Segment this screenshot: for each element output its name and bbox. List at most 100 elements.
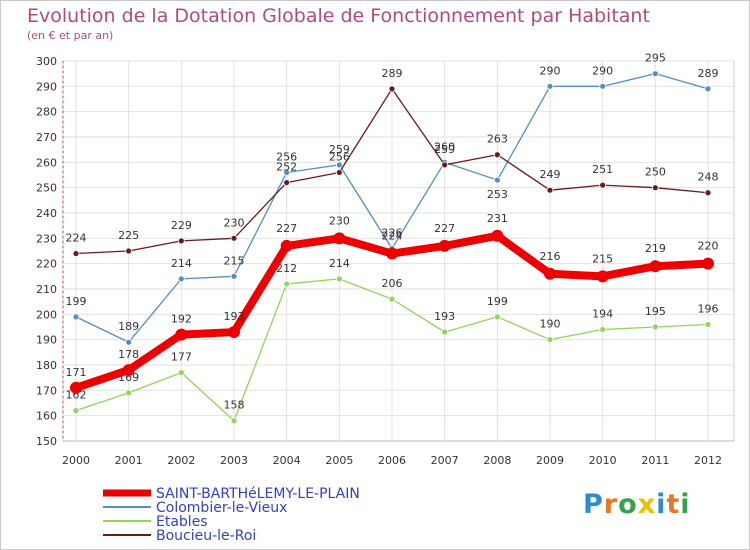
logo-letter: x — [637, 489, 657, 520]
data-label: 248 — [698, 171, 719, 184]
logo-letter: P — [583, 489, 604, 520]
x-tick-label: 2012 — [694, 454, 722, 467]
x-tick-label: 2007 — [431, 454, 459, 467]
y-tick-label: 240 — [36, 207, 57, 220]
data-label: 224 — [382, 230, 403, 243]
data-label: 230 — [224, 216, 245, 229]
data-label: 289 — [382, 67, 403, 80]
data-label: 263 — [487, 133, 508, 146]
data-label: 227 — [276, 222, 297, 235]
y-tick-label: 230 — [36, 232, 57, 245]
data-label: 290 — [540, 64, 561, 77]
data-label: 252 — [276, 161, 297, 174]
data-label: 214 — [171, 257, 192, 270]
data-label: 219 — [645, 242, 666, 255]
data-label: 231 — [487, 212, 508, 225]
logo-letter: t — [666, 489, 681, 520]
y-tick-label: 160 — [36, 410, 57, 423]
data-point — [230, 417, 238, 425]
data-point — [493, 176, 501, 184]
x-tick-label: 2009 — [536, 454, 564, 467]
data-point — [651, 323, 659, 331]
data-label: 215 — [592, 252, 613, 265]
logo-letter: i — [680, 489, 691, 520]
data-label: 256 — [329, 150, 350, 163]
data-label: 214 — [329, 257, 350, 270]
data-label: 190 — [540, 318, 561, 331]
data-point — [177, 237, 185, 245]
data-point — [333, 232, 346, 245]
logo-letter: i — [656, 489, 667, 520]
data-point — [599, 181, 607, 189]
y-tick-label: 190 — [36, 334, 57, 347]
data-point — [72, 407, 80, 415]
data-point — [177, 275, 185, 283]
data-point — [228, 326, 240, 339]
data-point — [283, 179, 291, 187]
data-point — [599, 326, 607, 333]
data-label: 196 — [698, 302, 719, 315]
data-label: 171 — [66, 366, 87, 379]
x-tick-label: 2011 — [641, 454, 669, 467]
chart-subtitle: (en € et par an) — [27, 29, 114, 42]
data-label: 250 — [645, 166, 666, 179]
legend-label: Etables — [156, 514, 208, 530]
data-label: 158 — [224, 399, 245, 412]
data-point — [230, 272, 238, 280]
y-tick-label: 270 — [36, 131, 57, 144]
data-point — [72, 313, 80, 321]
data-point — [596, 270, 609, 283]
data-point — [546, 82, 554, 90]
data-label: 206 — [382, 277, 403, 290]
data-point — [704, 85, 712, 93]
data-label: 195 — [645, 305, 666, 318]
y-tick-label: 250 — [36, 182, 57, 195]
y-tick-label: 180 — [36, 359, 57, 372]
data-label: 216 — [540, 250, 561, 263]
data-label: 259 — [329, 143, 350, 156]
data-label: 260 — [434, 140, 455, 153]
data-point — [651, 184, 659, 192]
legend-label: SAINT-BARTHéLEMY-LE-PLAIN — [156, 486, 360, 502]
x-tick-label: 2004 — [273, 454, 301, 467]
x-tick-label: 2008 — [483, 454, 511, 467]
data-point — [649, 260, 662, 273]
y-tick-label: 150 — [36, 435, 57, 448]
data-label: 256 — [276, 150, 297, 163]
data-point — [491, 229, 504, 242]
data-label: 193 — [224, 310, 245, 323]
data-label: 199 — [66, 295, 87, 308]
y-tick-label: 220 — [36, 258, 57, 271]
data-label: 220 — [698, 240, 719, 253]
data-point — [335, 161, 343, 169]
y-tick-label: 260 — [36, 156, 57, 169]
x-tick-label: 2000 — [62, 454, 90, 467]
data-label: 227 — [434, 222, 455, 235]
data-point — [493, 313, 501, 321]
data-label: 229 — [171, 219, 192, 232]
data-point — [651, 70, 659, 78]
data-label: 162 — [66, 389, 87, 402]
data-point — [177, 369, 185, 377]
legend-label: Boucieu-le-Roi — [156, 528, 256, 544]
data-point — [704, 321, 712, 328]
y-tick-label: 170 — [36, 384, 57, 397]
data-label: 212 — [276, 262, 297, 275]
x-tick-label: 2002 — [167, 454, 195, 467]
data-point — [441, 161, 449, 169]
data-point — [493, 151, 501, 159]
data-label: 224 — [66, 232, 87, 245]
data-point — [599, 82, 607, 90]
data-label: 290 — [592, 64, 613, 77]
x-tick-label: 2005 — [325, 454, 353, 467]
data-point — [335, 275, 343, 283]
legend-label: Colombier-le-Vieux — [156, 500, 287, 516]
data-point — [280, 239, 293, 252]
data-label: 215 — [224, 254, 245, 267]
data-point — [125, 247, 133, 255]
data-point — [702, 257, 714, 270]
data-point — [438, 239, 451, 252]
data-point — [335, 169, 343, 176]
data-point — [546, 336, 554, 344]
